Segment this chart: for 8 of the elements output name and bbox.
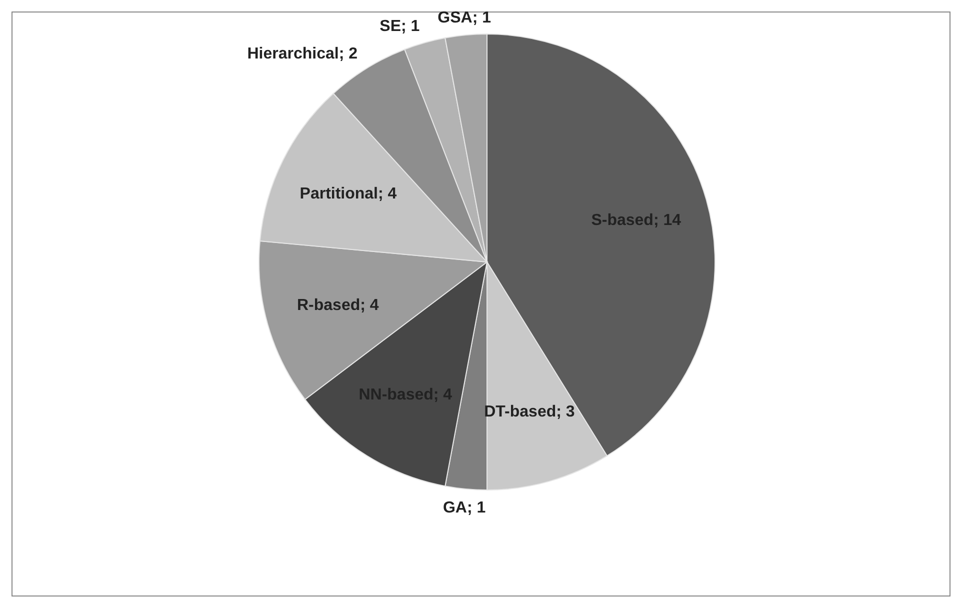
slice-label: GA; 1 bbox=[442, 500, 486, 517]
slice-label: SE; 1 bbox=[380, 18, 420, 35]
slice-label: GSA; 1 bbox=[438, 10, 492, 27]
slice-label: Hierarchical; 2 bbox=[247, 45, 358, 62]
slice-label: Partitional; 4 bbox=[300, 185, 397, 202]
slice-label: S-based; 14 bbox=[591, 212, 682, 230]
slice-label: R-based; 4 bbox=[296, 297, 379, 314]
slice-label: DT-based; 3 bbox=[484, 404, 575, 421]
